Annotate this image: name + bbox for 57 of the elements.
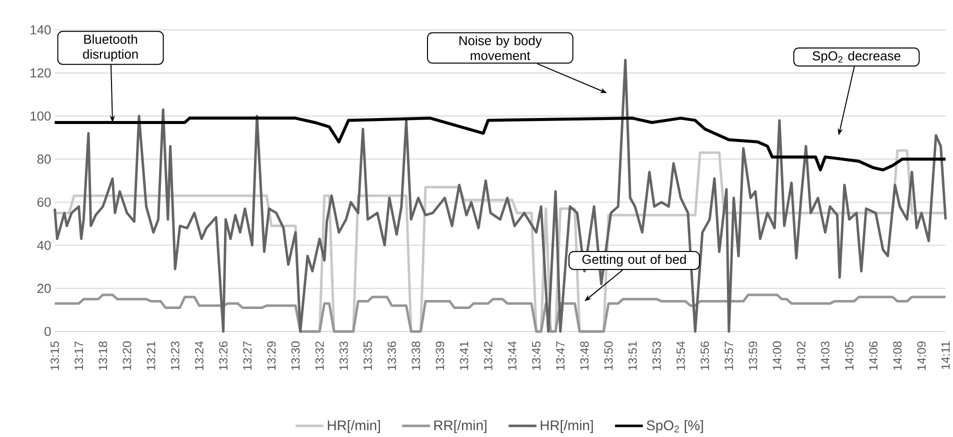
- y-tick-label: 40: [37, 240, 51, 250]
- x-tick-label: 14:05: [845, 341, 854, 370]
- x-tick-label: 14:09: [917, 342, 926, 370]
- x-tick-label: 13:20: [122, 341, 132, 370]
- x-tick-label: 13:47: [556, 342, 565, 370]
- x-tick-label: 13:18: [98, 341, 108, 370]
- x-tick-label: 14:02: [796, 342, 806, 370]
- x-tick-label: 13:36: [388, 341, 396, 370]
- x-tick-label: 13:27: [243, 342, 252, 370]
- x-tick-label: 13:48: [580, 341, 589, 370]
- x-tick-label: 13:44: [508, 341, 516, 370]
- x-tick-label: 13:32: [315, 342, 324, 370]
- x-tick-label: 13:38: [412, 341, 420, 370]
- line-series: [54, 149, 947, 333]
- line-series: [54, 294, 947, 333]
- legend-label: SpO$_{2}$ [%]: [646, 420, 703, 434]
- y-tick-label: 0: [44, 326, 51, 336]
- x-tick-label: 13:51: [628, 342, 637, 370]
- x-tick-label: 13:56: [700, 341, 710, 370]
- x-tick-label: 13:42: [484, 342, 492, 370]
- annotation: Bluetooth disruption: [83, 34, 138, 62]
- y-tick-label: 120: [30, 68, 51, 78]
- x-tick-label: 13:41: [460, 342, 468, 370]
- x-tick-label: 13:54: [676, 341, 685, 370]
- x-tick-label: 13:39: [436, 342, 444, 370]
- x-tick-label: 13:45: [532, 341, 540, 370]
- y-tick-label: 100: [30, 111, 51, 121]
- x-tick-label: 13:21: [146, 342, 156, 370]
- y-tick-label: 140: [30, 25, 51, 34]
- y-tick-label: 60: [37, 198, 51, 207]
- x-tick-label: 13:30: [291, 341, 300, 370]
- legend-label: HR[/min]: [328, 420, 380, 434]
- x-tick-label: 14:08: [893, 341, 902, 370]
- annotation: Noise by body movement: [460, 36, 542, 60]
- x-tick-label: 14:06: [869, 341, 878, 370]
- y-tick-label: 20: [37, 284, 51, 293]
- x-tick-label: 13:50: [604, 341, 613, 370]
- x-tick-label: 13:53: [652, 341, 661, 370]
- x-tick-label: 13:24: [194, 341, 204, 370]
- x-tick-label: 13:29: [267, 342, 276, 370]
- x-tick-label: 13:26: [219, 341, 228, 370]
- x-tick-label: 13:15: [50, 341, 59, 370]
- x-tick-label: 13:59: [748, 342, 758, 370]
- x-tick-label: 13:23: [170, 341, 180, 370]
- x-tick-label: 13:57: [724, 342, 734, 370]
- x-tick-label: 14:00: [772, 341, 782, 370]
- x-tick-label: 14:03: [820, 341, 830, 370]
- legend-label: HR[/min]: [540, 420, 593, 434]
- x-tick-label: 14:11: [941, 342, 950, 370]
- line-series: [53, 116, 948, 172]
- annotation: Getting out of bed: [582, 254, 686, 267]
- legend-label: RR[/min]: [434, 420, 486, 434]
- x-tick-label: 13:17: [74, 342, 84, 370]
- x-tick-label: 13:33: [339, 341, 348, 370]
- y-tick-label: 80: [37, 154, 51, 164]
- annotation: SpO$_{2}$ decrease: [812, 50, 900, 64]
- x-tick-label: 13:35: [364, 341, 372, 370]
